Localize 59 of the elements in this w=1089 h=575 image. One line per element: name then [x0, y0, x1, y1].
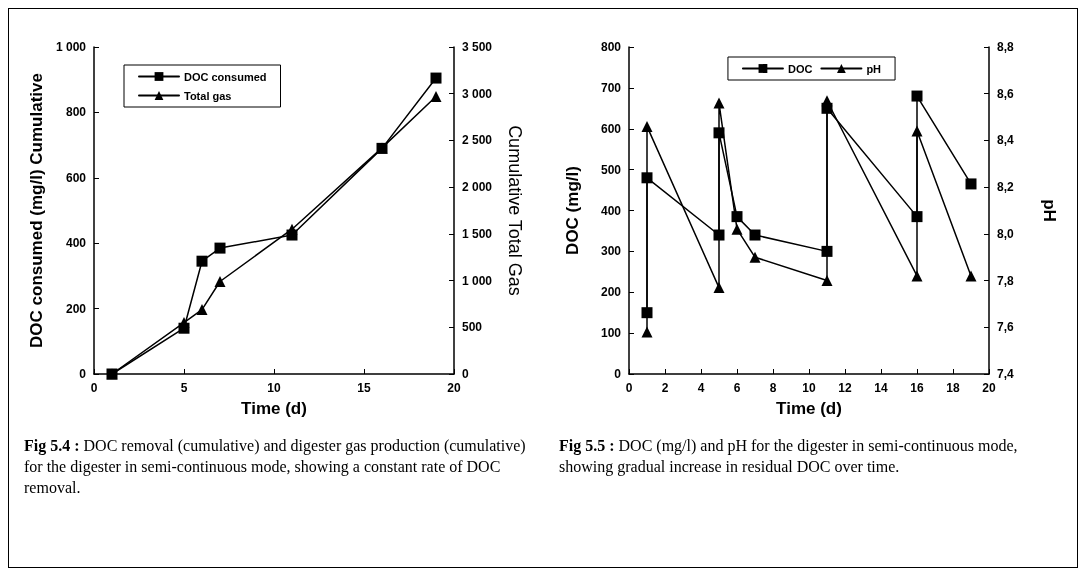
y2-tick-label: 8,0 — [997, 226, 1015, 241]
y2-tick-label: 8,6 — [997, 86, 1015, 101]
x-tick-label: 6 — [733, 381, 741, 395]
x-tick-label: 20 — [982, 381, 996, 395]
y-tick-label: 500 — [600, 162, 622, 177]
y-tick-label: 100 — [600, 326, 622, 341]
y-tick-label: 400 — [65, 236, 87, 251]
y-tick-label: 700 — [600, 80, 622, 95]
x-tick-label: 4 — [697, 381, 705, 395]
y-tick-label: 600 — [65, 170, 87, 185]
y-axis-title: DOC (mg/l) — [563, 166, 582, 255]
y2-tick-label: 2 000 — [462, 180, 493, 195]
x-tick-label: 16 — [910, 381, 924, 395]
caption: Fig 5.5 : DOC (mg/l) and pH for the digester in semi-continuous mode, showing gradual increase in residual DOC over time. — [558, 436, 1019, 477]
legend-label: DOC — [787, 62, 813, 75]
y2-tick-label: 7,4 — [997, 367, 1015, 381]
y-tick-label: 200 — [600, 285, 622, 300]
y-tick-label: 600 — [600, 121, 622, 136]
x-tick-label: 20 — [447, 381, 461, 395]
y-tick-label: 400 — [600, 203, 622, 218]
y-tick-label: 300 — [600, 244, 622, 259]
y-tick-label: 1 000 — [55, 40, 87, 54]
legend-label: DOC consumed — [184, 70, 267, 83]
y-tick-label: 800 — [65, 105, 87, 120]
y2-tick-label: 1 000 — [462, 273, 493, 288]
y2-tick-label: 8,2 — [997, 180, 1015, 195]
legend-label: Total gas — [184, 89, 232, 102]
y2-tick-label: 1 500 — [462, 226, 493, 241]
x-tick-label: 10 — [802, 381, 816, 395]
x-tick-label: 10 — [267, 381, 281, 395]
y2-tick-label: 8,8 — [997, 40, 1015, 54]
y2-tick-label: 0 — [462, 367, 469, 381]
y-axis-title: DOC consumed (mg/l) Cumulative — [27, 73, 47, 348]
legend-label: pH — [866, 62, 882, 75]
x-tick-label: 0 — [90, 381, 98, 395]
y2-tick-label: 8,4 — [997, 133, 1015, 148]
x-tick-label: 12 — [838, 381, 852, 395]
y2-axis-title: Cumulative Total Gas — [505, 125, 525, 296]
caption: Fig 5.4 : DOC removal (cumulative) and digester gas production (cumulative) for the digester in semi-continuous mode, showing a constant rate of DOC removal. — [23, 436, 527, 498]
x-tick-label: 8 — [769, 381, 777, 395]
y-tick-label: 0 — [79, 367, 87, 381]
y2-tick-label: 2 500 — [462, 133, 493, 148]
y-tick-label: 800 — [600, 40, 622, 54]
x-tick-label: 14 — [874, 381, 888, 395]
y-tick-label: 0 — [614, 367, 622, 381]
x-tick-label: 18 — [946, 381, 960, 395]
x-axis-title: Time (d) — [241, 399, 307, 418]
x-axis-title: Time (d) — [776, 399, 842, 418]
y-tick-label: 200 — [65, 301, 87, 316]
x-tick-label: 15 — [357, 381, 371, 395]
y2-tick-label: 3 000 — [462, 86, 493, 101]
y2-tick-label: 500 — [462, 320, 483, 335]
y2-tick-label: 7,8 — [997, 273, 1015, 288]
y2-tick-label: 7,6 — [997, 320, 1015, 335]
x-tick-label: 0 — [625, 381, 633, 395]
y2-tick-label: 3 500 — [462, 40, 493, 54]
y2-axis-title: pH — [1040, 199, 1059, 222]
x-tick-label: 2 — [661, 381, 669, 395]
x-tick-label: 5 — [180, 381, 188, 395]
